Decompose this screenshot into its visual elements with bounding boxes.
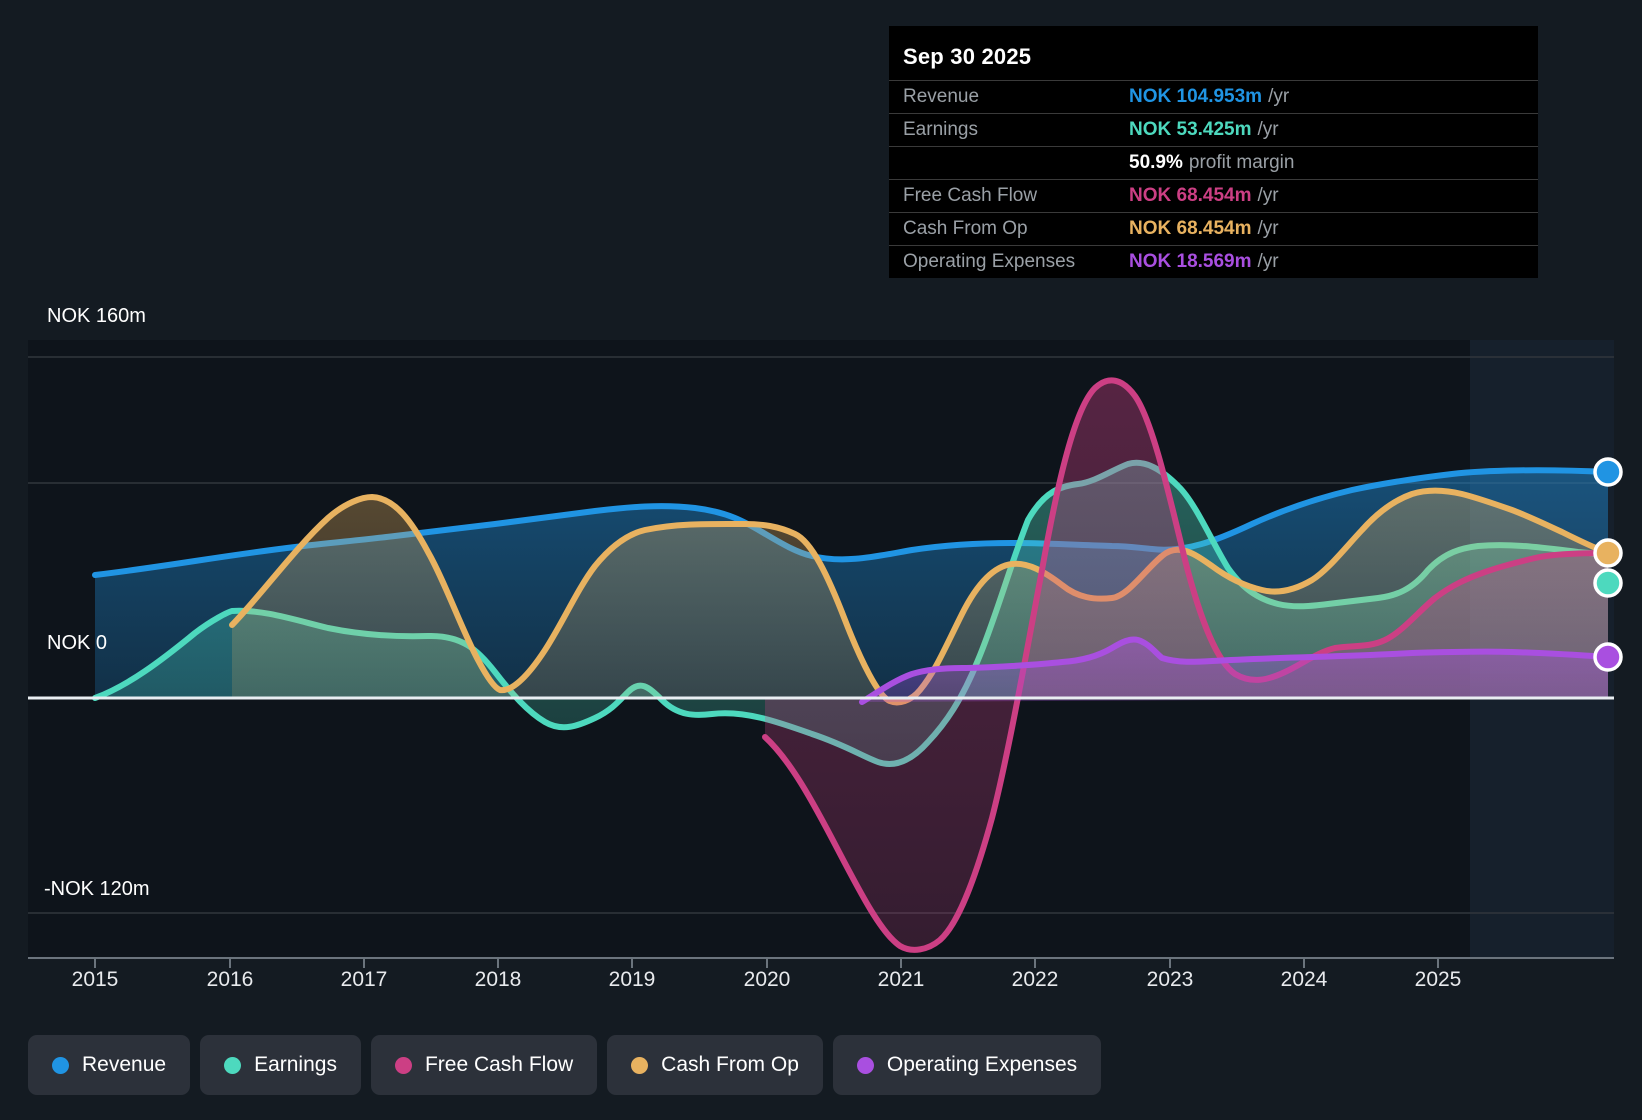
series-area-cashfromop [232,490,1608,703]
cash-from-op-color-dot-icon [631,1056,649,1074]
tooltip-value-operating-expenses: NOK 18.569m [1129,251,1252,272]
tooltip-row-earnings: Earnings NOK 53.425m/yr [889,113,1538,146]
chart-legend: Revenue Earnings Free Cash Flow Cash Fro… [28,1035,1102,1095]
x-tick-2015: 2015 [71,968,119,991]
tooltip-label-free-cash-flow: Free Cash Flow [903,185,1038,206]
tooltip-unit-profit-margin: profit margin [1188,152,1295,173]
data-tooltip: Sep 30 2025 Revenue NOK 104.953m/yr Earn… [889,26,1538,278]
x-tick-2021: 2021 [877,968,925,991]
tooltip-unit-earnings: /yr [1257,119,1279,140]
gridlines [28,356,1614,914]
tooltip-unit-cash-from-op: /yr [1257,218,1279,239]
endpoint-operatingexpenses [1593,642,1623,672]
series-line-freecashflow [762,377,1611,953]
tooltip-row-revenue: Revenue NOK 104.953m/yr [889,80,1538,113]
tooltip-value-profit-margin: 50.9% [1129,152,1183,173]
legend-label-cash-from-op: Cash From Op [661,1053,799,1076]
legend-label-earnings: Earnings [254,1053,337,1076]
tooltip-label-operating-expenses: Operating Expenses [903,251,1076,272]
tooltip-label-cash-from-op: Cash From Op [903,218,1028,239]
revenue-color-dot-icon [52,1056,69,1074]
endpoint-revenue [1593,457,1623,487]
legend-item-revenue[interactable]: Revenue [28,1035,191,1095]
earnings-color-dot-icon [224,1056,242,1074]
endpoint-markers [1593,457,1623,672]
x-tick-2019: 2019 [608,968,656,991]
tooltip-unit-free-cash-flow: /yr [1257,185,1279,206]
legend-label-revenue: Revenue [82,1053,167,1076]
tooltip-unit-revenue: /yr [1268,86,1290,107]
legend-label-free-cash-flow: Free Cash Flow [424,1053,574,1076]
series-line-operatingexpenses [859,636,1611,705]
tooltip-value-earnings: NOK 53.425m [1129,119,1252,140]
tooltip-value-free-cash-flow: NOK 68.454m [1129,185,1252,206]
legend-item-free-cash-flow[interactable]: Free Cash Flow [370,1035,598,1095]
legend-item-cash-from-op[interactable]: Cash From Op [607,1035,823,1095]
x-tick-2023: 2023 [1146,968,1194,991]
operating-expenses-color-dot-icon [856,1056,874,1074]
x-tick-2022: 2022 [1011,968,1059,991]
free-cash-flow-color-dot-icon [394,1056,412,1074]
tooltip-value-cash-from-op: NOK 68.454m [1129,218,1252,239]
x-tick-2016: 2016 [206,968,254,991]
x-tick-2018: 2018 [474,968,522,991]
tooltip-row-operating-expenses: Operating Expenses NOK 18.569m/yr [889,245,1538,278]
tooltip-date: Sep 30 2025 [903,44,1032,69]
tooltip-unit-operating-expenses: /yr [1257,251,1279,272]
y-axis-bottom-label: -NOK 120m [44,878,150,900]
tooltip-label-earnings: Earnings [903,119,978,140]
endpoint-cashfromop [1593,538,1623,568]
legend-item-earnings[interactable]: Earnings [200,1035,361,1095]
y-axis-zero-label: NOK 0 [47,632,108,654]
tooltip-row-profit-margin: 50.9% profit margin [889,146,1538,179]
x-axis-ticks [94,958,1439,968]
endpoint-earnings [1593,568,1623,598]
tooltip-row-free-cash-flow: Free Cash Flow NOK 68.454m/yr [889,179,1538,212]
x-tick-2024: 2024 [1280,968,1328,991]
y-axis-top-label: NOK 160m [47,305,146,327]
x-tick-2020: 2020 [743,968,791,991]
tooltip-label-revenue: Revenue [903,86,980,107]
tooltip-row-cash-from-op: Cash From Op NOK 68.454m/yr [889,212,1538,245]
x-tick-2025: 2025 [1414,968,1462,991]
legend-item-operating-expenses[interactable]: Operating Expenses [832,1035,1102,1095]
legend-label-operating-expenses: Operating Expenses [886,1053,1078,1076]
tooltip-value-revenue: NOK 104.953m [1129,86,1263,107]
x-tick-2017: 2017 [340,968,388,991]
